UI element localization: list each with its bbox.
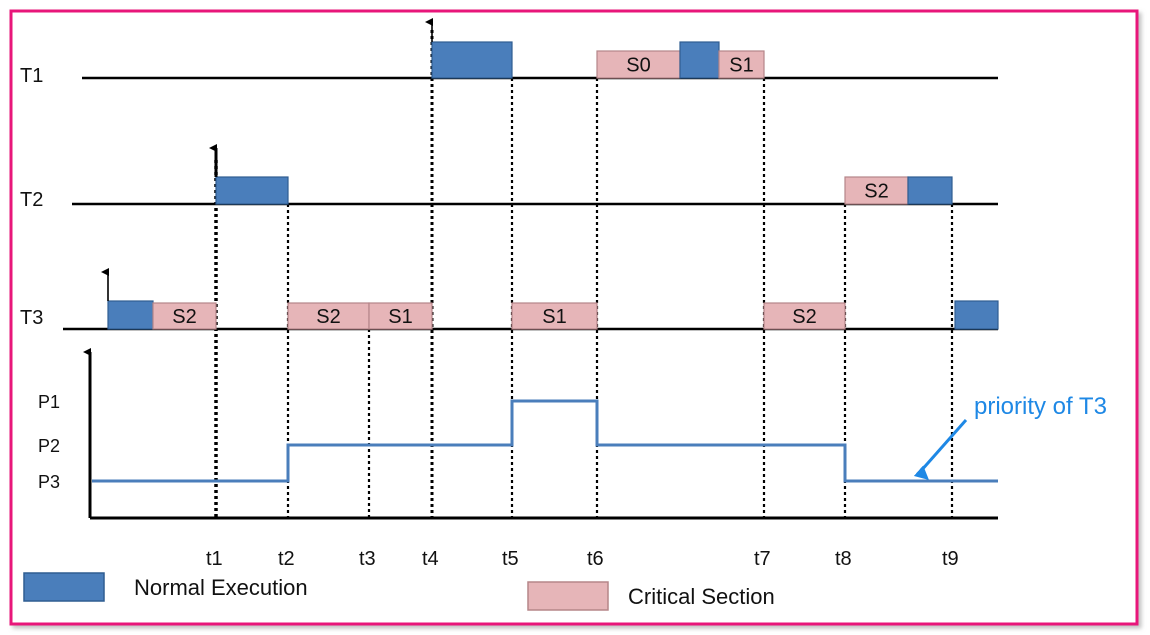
time-label-t9: t9 xyxy=(942,548,959,570)
time-label-t2: t2 xyxy=(278,548,295,570)
critical-block-t1 xyxy=(718,50,765,79)
task-arrivals xyxy=(101,18,433,301)
critical-label: S2 xyxy=(316,306,340,328)
priority-annotation: priority of T3 xyxy=(913,393,1107,480)
time-labels: t1 t2 t3 t4 t5 t6 t7 t8 t9 xyxy=(206,548,959,570)
time-label-t3: t3 xyxy=(359,548,376,570)
legend-normal-label: Normal Execution xyxy=(134,575,308,600)
critical-block-t2 xyxy=(844,176,909,205)
priority-level-p1: P1 xyxy=(38,392,60,412)
critical-label: S2 xyxy=(172,306,196,328)
critical-block-t3 xyxy=(511,302,598,330)
time-label-t6: t6 xyxy=(587,548,604,570)
normal-block-t3 xyxy=(107,300,154,330)
task-label-t3: T3 xyxy=(20,307,43,329)
critical-block-t3 xyxy=(763,302,846,330)
time-label-t8: t8 xyxy=(835,548,852,570)
execution-segments: S0 S1 S2 S2 S2 S1 S1 S2 xyxy=(107,41,999,330)
priority-annotation-arrow xyxy=(913,419,968,480)
time-label-t7: t7 xyxy=(754,548,771,570)
time-label-t4: t4 xyxy=(422,548,439,570)
normal-block-t1 xyxy=(431,41,513,79)
critical-label: S0 xyxy=(626,55,650,77)
time-label-t1: t1 xyxy=(206,548,223,570)
priority-annotation-label: priority of T3 xyxy=(974,393,1107,420)
critical-label: S1 xyxy=(388,306,412,328)
normal-block-t2 xyxy=(907,176,953,205)
priority-line-t3 xyxy=(92,399,998,483)
critical-block-t3 xyxy=(368,302,433,330)
task-label-t2: T2 xyxy=(20,189,43,211)
normal-block-t2 xyxy=(215,176,289,205)
legend-normal-swatch xyxy=(23,572,105,602)
critical-block-t1 xyxy=(596,50,681,79)
task-label-t1: T1 xyxy=(20,65,43,87)
critical-block-t3 xyxy=(152,302,217,330)
critical-label: S2 xyxy=(792,306,816,328)
legend-critical-swatch xyxy=(527,581,609,611)
legend-critical-label: Critical Section xyxy=(628,584,775,609)
critical-label: S2 xyxy=(864,181,888,203)
normal-block-t3 xyxy=(954,300,999,330)
time-label-t5: t5 xyxy=(502,548,519,570)
priority-level-p2: P2 xyxy=(38,436,60,456)
normal-block-t1 xyxy=(679,41,720,79)
critical-label: S1 xyxy=(729,55,753,77)
priority-level-p3: P3 xyxy=(38,472,60,492)
critical-label: S1 xyxy=(542,306,566,328)
priority-chart: P1 P2 P3 xyxy=(38,348,998,520)
legend: Normal Execution Critical Section xyxy=(23,572,775,611)
critical-block-t3 xyxy=(287,302,370,330)
